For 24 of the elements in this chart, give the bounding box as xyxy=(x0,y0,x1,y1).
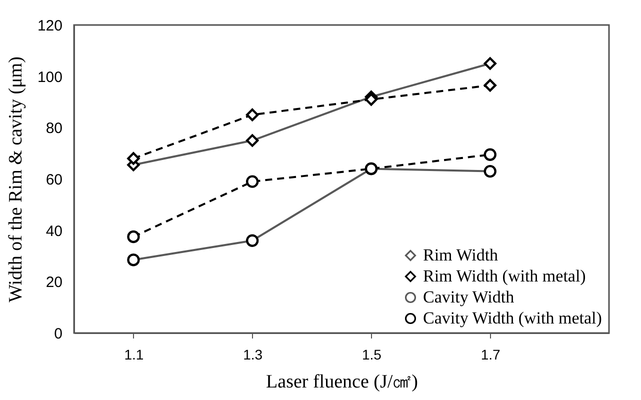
legend-label: Rim Width (with metal) xyxy=(423,266,586,286)
y-tick-label: 80 xyxy=(46,120,62,138)
point xyxy=(246,108,259,122)
x-tick-label: 1.1 xyxy=(124,346,144,362)
x-tick-label: 1.5 xyxy=(362,346,382,362)
y-tick-label: 0 xyxy=(54,326,62,342)
legend-label: Rim Width xyxy=(423,246,499,264)
y-tick-label: 60 xyxy=(46,172,62,188)
legend-label: Cavity Width xyxy=(423,288,515,306)
point xyxy=(484,148,496,161)
point xyxy=(364,93,378,106)
y-tick-label: 20 xyxy=(46,274,62,292)
x-axis-title: Laser fluence (J/㎠) xyxy=(266,372,418,392)
legend-label: Cavity Width (with metal) xyxy=(423,308,602,328)
y-tick-label: 120 xyxy=(37,18,62,34)
y-tick-label: 40 xyxy=(46,222,62,240)
point xyxy=(484,78,496,92)
point xyxy=(246,175,259,188)
x-tick-label: 1.3 xyxy=(243,346,263,362)
y-axis-title: Width of the Rim & cavity (μm) xyxy=(5,56,26,302)
y-tick-label: 100 xyxy=(37,68,62,86)
x-tick-label: 1.7 xyxy=(480,346,501,362)
point xyxy=(127,152,140,165)
point xyxy=(127,230,140,244)
